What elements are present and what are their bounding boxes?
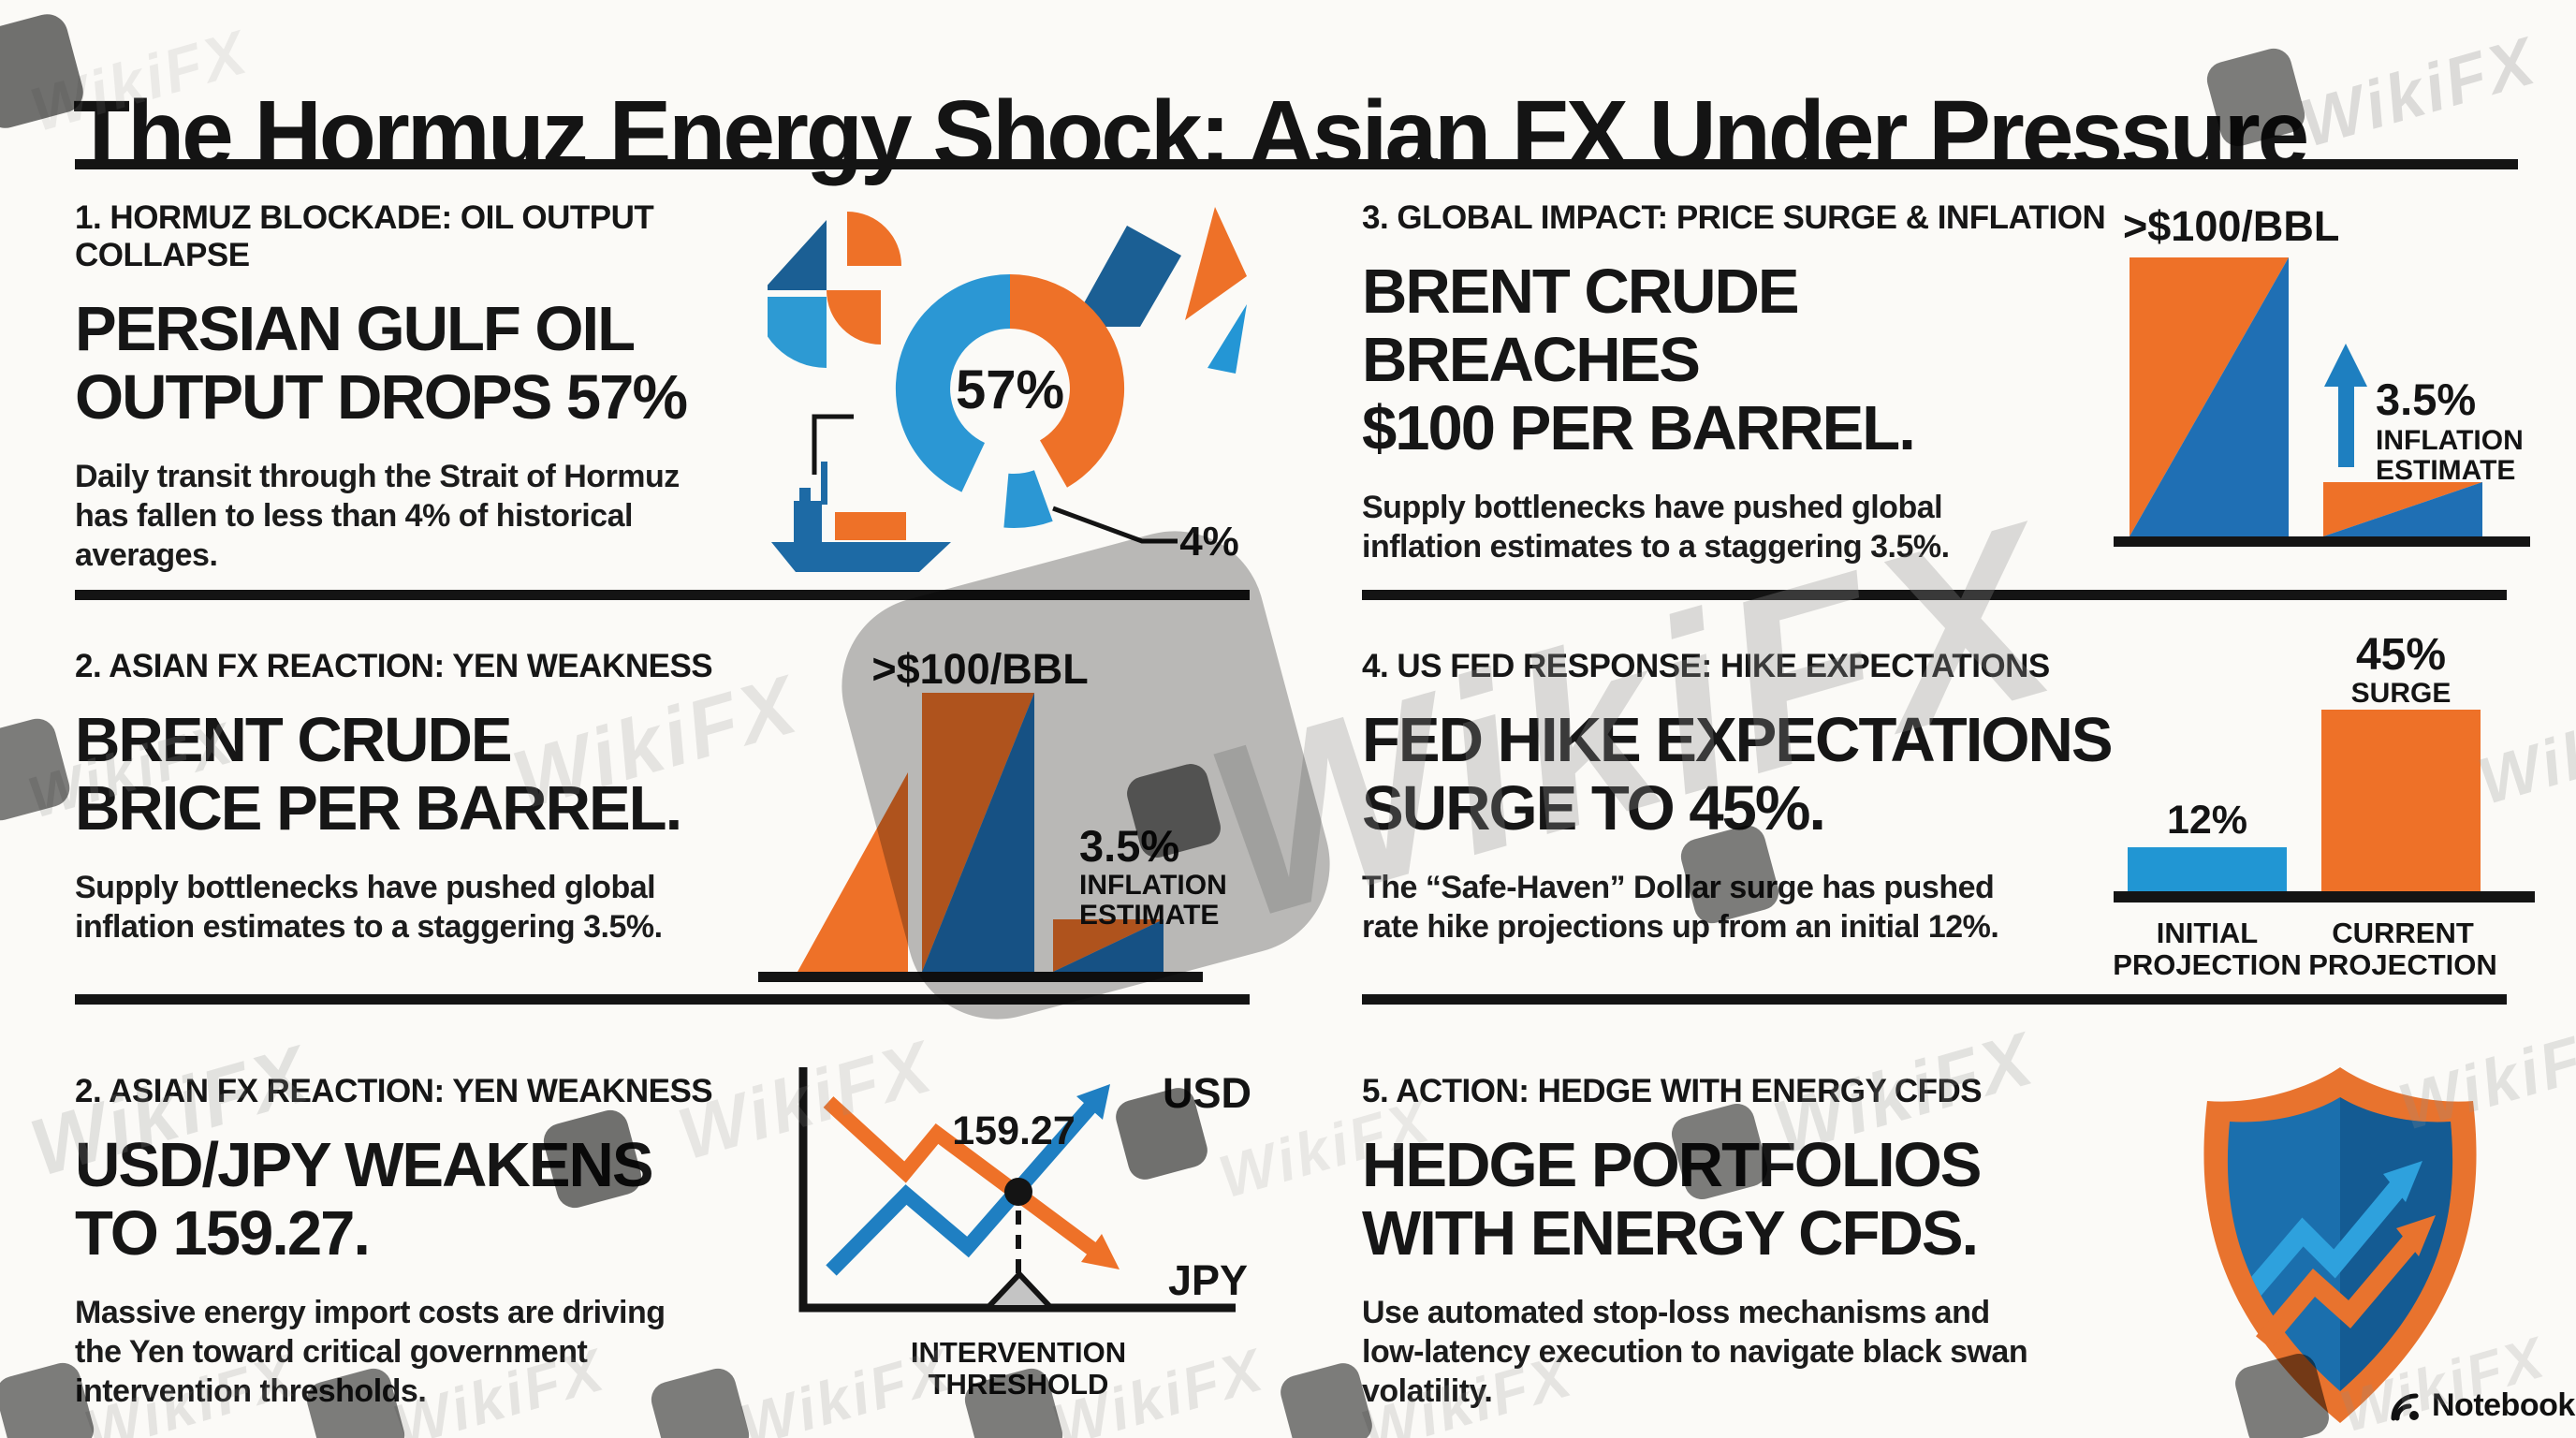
current-projection-bar [2321, 710, 2481, 891]
title-divider [75, 159, 2518, 169]
donut-blue-segment [895, 273, 1010, 492]
small-inflation-bar [2323, 482, 2482, 536]
divider-right-row2 [1362, 994, 2507, 1005]
panel-1-header: 1. HORMUZ BLOCKADE: OIL OUTPUT COLLAPSE [75, 199, 654, 273]
panel-4-fed-response: 4. US FED RESPONSE: HIKE EXPECTATIONS FE… [1362, 648, 2130, 946]
up-arrow-icon [2324, 344, 2367, 467]
price-label: >$100/BBL [2123, 202, 2339, 250]
threshold-label-1: INTERVENTION [911, 1336, 1126, 1369]
panel-2-header: 2. ASIAN FX REACTION: YEN WEAKNESS [75, 648, 713, 684]
hedge-shield-icon [2203, 1067, 2477, 1423]
panel-5-header: 5. ACTION: HEDGE WITH ENERGY CFDS [1362, 1073, 1983, 1109]
donut-center-value: 57% [956, 360, 1064, 420]
current-bar-tag: SURGE [2351, 678, 2452, 709]
divider-left-row2 [75, 994, 1250, 1005]
current-bar-value: 45% [2356, 630, 2446, 680]
usd-label: USD [1163, 1069, 1251, 1117]
panel-3-header: 3. GLOBAL IMPACT: PRICE SURGE & INFLATIO… [1362, 199, 2106, 236]
inflation-rate: 3.5% [2376, 374, 2476, 424]
oil-output-donut-chart: 57% 4% [768, 207, 1247, 572]
chart-baseline [758, 972, 1203, 982]
panel-usdjpy-header: 2. ASIAN FX REACTION: YEN WEAKNESS [75, 1073, 713, 1109]
tall-price-bar [922, 693, 1034, 972]
panel-usdjpy-body: Massive energy import costs are driving … [75, 1295, 666, 1410]
donut-exploded-wedge [1003, 470, 1053, 528]
notebooklm-label: NotebookLM [2432, 1387, 2576, 1423]
panel-2-body: Supply bottlenecks have pushed global in… [75, 870, 663, 946]
initial-projection-bar [2128, 847, 2287, 891]
initial-bar-value: 12% [2167, 798, 2247, 843]
panel-2-asian-fx: 2. ASIAN FX REACTION: YEN WEAKNESS BRENT… [75, 648, 772, 946]
panel-3-global-impact: 3. GLOBAL IMPACT: PRICE SURGE & INFLATIO… [1362, 199, 2130, 566]
panel-1-title: PERSIAN GULF OIL OUTPUT DROPS 57% [75, 294, 688, 433]
current-axis-label-2: PROJECTION [2308, 948, 2497, 981]
orange-triangle [798, 772, 908, 972]
donut-orange-segment [1010, 273, 1125, 488]
panel-5-action-hedge: 5. ACTION: HEDGE WITH ENERGY CFDS HEDGE … [1362, 1073, 2130, 1412]
brent-price-chart-right: >$100/BBL 3.5% INFLATION ESTIMATE [2114, 202, 2530, 547]
panel-usdjpy-title: USD/JPY WEAKENS TO 159.27. [75, 1130, 654, 1269]
donut-callout-value: 4% [1179, 519, 1239, 565]
initial-axis-label-2: PROJECTION [2113, 948, 2302, 981]
cross-point-dot [1004, 1178, 1032, 1206]
wikifx-lion-icon [0, 712, 76, 827]
panel-4-body: The “Safe-Haven” Dollar surge has pushed… [1362, 870, 1999, 946]
jpy-label: JPY [1168, 1256, 1248, 1304]
inflation-label-2: ESTIMATE [2376, 455, 2515, 486]
chart-baseline [2114, 891, 2535, 902]
panel-5-title: HEDGE PORTFOLIOS WITH ENERGY CFDS. [1362, 1130, 1982, 1269]
cross-value: 159.27 [952, 1108, 1076, 1153]
panel-3-body: Supply bottlenecks have pushed global in… [1362, 490, 1950, 565]
callout-pointer-line [1052, 506, 1178, 544]
divider-left-row1 [75, 590, 1250, 600]
notebooklm-icon [2391, 1393, 2419, 1420]
panel-3-title: BRENT CRUDE BREACHES $100 PER BARREL. [1362, 257, 1916, 464]
panel-4-header: 4. US FED RESPONSE: HIKE EXPECTATIONS [1362, 648, 2050, 684]
panel-4-title: FED HIKE EXPECTATIONS SURGE TO 45%. [1362, 705, 2114, 844]
chart-axes [798, 1067, 1236, 1313]
threshold-label-2: THRESHOLD [929, 1368, 1109, 1401]
usdjpy-line-chart: 159.27 USD JPY INTERVENTION THRESHOLD [798, 1067, 1251, 1401]
threshold-marker-triangle [985, 1271, 1054, 1311]
inflation-rate: 3.5% [1079, 821, 1179, 871]
panel-5-body: Use automated stop-loss mechanisms and l… [1362, 1295, 2028, 1410]
shield-blue-arrow [2239, 1161, 2422, 1304]
inflation-label-1: INFLATION [1079, 870, 1227, 901]
panel-usdjpy-weakness: 2. ASIAN FX REACTION: YEN WEAKNESS USD/J… [75, 1073, 772, 1412]
inflation-label-1: INFLATION [2376, 425, 2524, 456]
usd-line-up [826, 1084, 1110, 1276]
chart-baseline [2114, 536, 2530, 547]
initial-axis-label-1: INITIAL [2157, 917, 2259, 949]
panel-2-title: BRENT CRUDE BRICE PER BARREL. [75, 705, 682, 844]
notebooklm-badge: NotebookLM [2389, 1387, 2576, 1424]
price-label: >$100/BBL [871, 645, 1088, 693]
fed-projection-bar-chart: 45% SURGE 12% INITIAL PROJECTION CURRENT… [2113, 630, 2535, 981]
brent-price-chart-left: >$100/BBL 3.5% INFLATION ESTIMATE [758, 645, 1227, 982]
abstract-shapes [768, 207, 1247, 374]
divider-right-row1 [1362, 590, 2507, 600]
inflation-label-2: ESTIMATE [1079, 900, 1219, 931]
panel-1-hormuz-blockade: 1. HORMUZ BLOCKADE: OIL OUTPUT COLLAPSE … [75, 199, 772, 576]
panel-1-body: Daily transit through the Strait of Horm… [75, 459, 680, 574]
current-axis-label-1: CURRENT [2332, 917, 2474, 949]
tall-price-bar [2130, 257, 2289, 536]
shield-orange-arrow [2255, 1215, 2436, 1349]
